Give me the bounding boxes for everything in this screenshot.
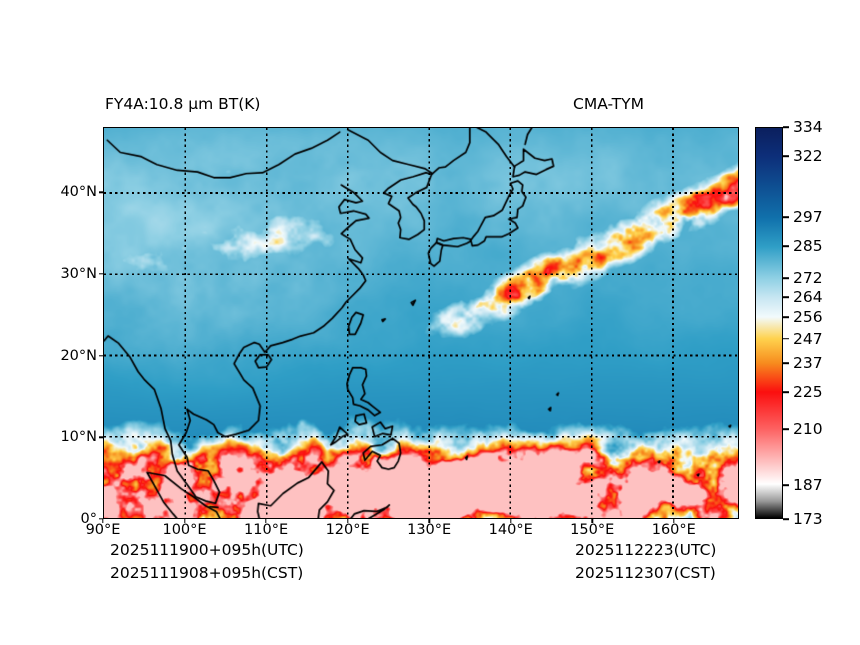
footer-init-time-utc: 2025111900+095h(UTC): [110, 541, 304, 559]
colorbar-tick-label: 237: [793, 354, 823, 373]
x-tickmark: [591, 519, 593, 523]
y-tickmark: [99, 518, 103, 520]
page-title: FY4A:10.8 μm BT(K): [105, 95, 261, 113]
colorbar-tick-label: 225: [793, 383, 823, 402]
colorbar-tick-label: 297: [793, 208, 823, 227]
colorbar-tick-label: 264: [793, 288, 823, 307]
y-tickmark: [99, 436, 103, 439]
y-axis-tick-label: 0°: [80, 511, 97, 527]
x-axis-tick-label: 160°E: [651, 522, 696, 538]
colorbar-tick-label: 173: [793, 510, 823, 528]
colorbar-tickmark: [783, 216, 789, 218]
colorbar-tickmark: [783, 362, 789, 364]
colorbar: [755, 127, 783, 519]
x-tickmark: [428, 519, 430, 523]
x-tickmark: [102, 519, 104, 523]
colorbar-tickmark: [783, 126, 789, 128]
x-axis-tick-label: 150°E: [570, 522, 615, 538]
x-tickmark: [346, 519, 349, 523]
colorbar-tick-label: 322: [793, 147, 823, 166]
x-tickmark: [183, 519, 186, 523]
y-tickmark: [99, 273, 103, 275]
colorbar-tickmark: [783, 296, 789, 299]
footer-valid-time-cst: 2025112307(CST): [575, 564, 716, 582]
x-axis-tick-label: 120°E: [325, 522, 370, 538]
x-tickmark: [509, 519, 512, 523]
colorbar-tick-label: 285: [793, 237, 823, 256]
colorbar-tickmark: [783, 245, 789, 248]
y-axis-tick-label: 40°N: [60, 184, 97, 201]
colorbar-tick-label: 256: [793, 307, 823, 326]
x-tickmark: [673, 519, 675, 523]
x-axis-tick-label: 140°E: [488, 522, 533, 538]
colorbar-gradient: [756, 128, 782, 518]
colorbar-tickmark: [783, 391, 789, 394]
y-tickmark: [99, 191, 103, 194]
colorbar-tickmark: [783, 155, 789, 157]
colorbar-tickmark: [783, 484, 789, 486]
model-source-label: CMA-TYM: [573, 95, 644, 113]
x-axis-tick-label: 110°E: [244, 522, 289, 538]
x-axis-tick-label: 90°E: [85, 522, 121, 538]
y-tickmark: [99, 354, 103, 357]
y-axis-tick-label: 10°N: [60, 429, 97, 446]
colorbar-tick-label: 210: [793, 419, 823, 438]
colorbar-tick-label: 187: [793, 475, 823, 494]
colorbar-tickmark: [783, 518, 789, 520]
colorbar-tickmark: [783, 338, 789, 340]
colorbar-tickmark: [783, 316, 789, 318]
satellite-map-plot: [103, 127, 739, 519]
y-axis-tick-label: 30°N: [60, 266, 97, 282]
footer-init-time-cst: 2025111908+095h(CST): [110, 564, 304, 582]
colorbar-tick-label: 247: [793, 329, 823, 348]
brightness-temperature-raster: [104, 128, 738, 518]
colorbar-tickmark: [783, 277, 789, 279]
x-tickmark: [265, 519, 267, 523]
y-axis-tick-label: 20°N: [60, 347, 97, 364]
colorbar-tick-label: 272: [793, 268, 823, 287]
x-axis-tick-label: 130°E: [407, 522, 452, 538]
footer-valid-time-utc: 2025112223(UTC): [575, 541, 717, 559]
colorbar-tick-label: 334: [793, 118, 823, 136]
colorbar-tickmark: [783, 428, 789, 430]
x-axis-tick-label: 100°E: [162, 522, 207, 538]
